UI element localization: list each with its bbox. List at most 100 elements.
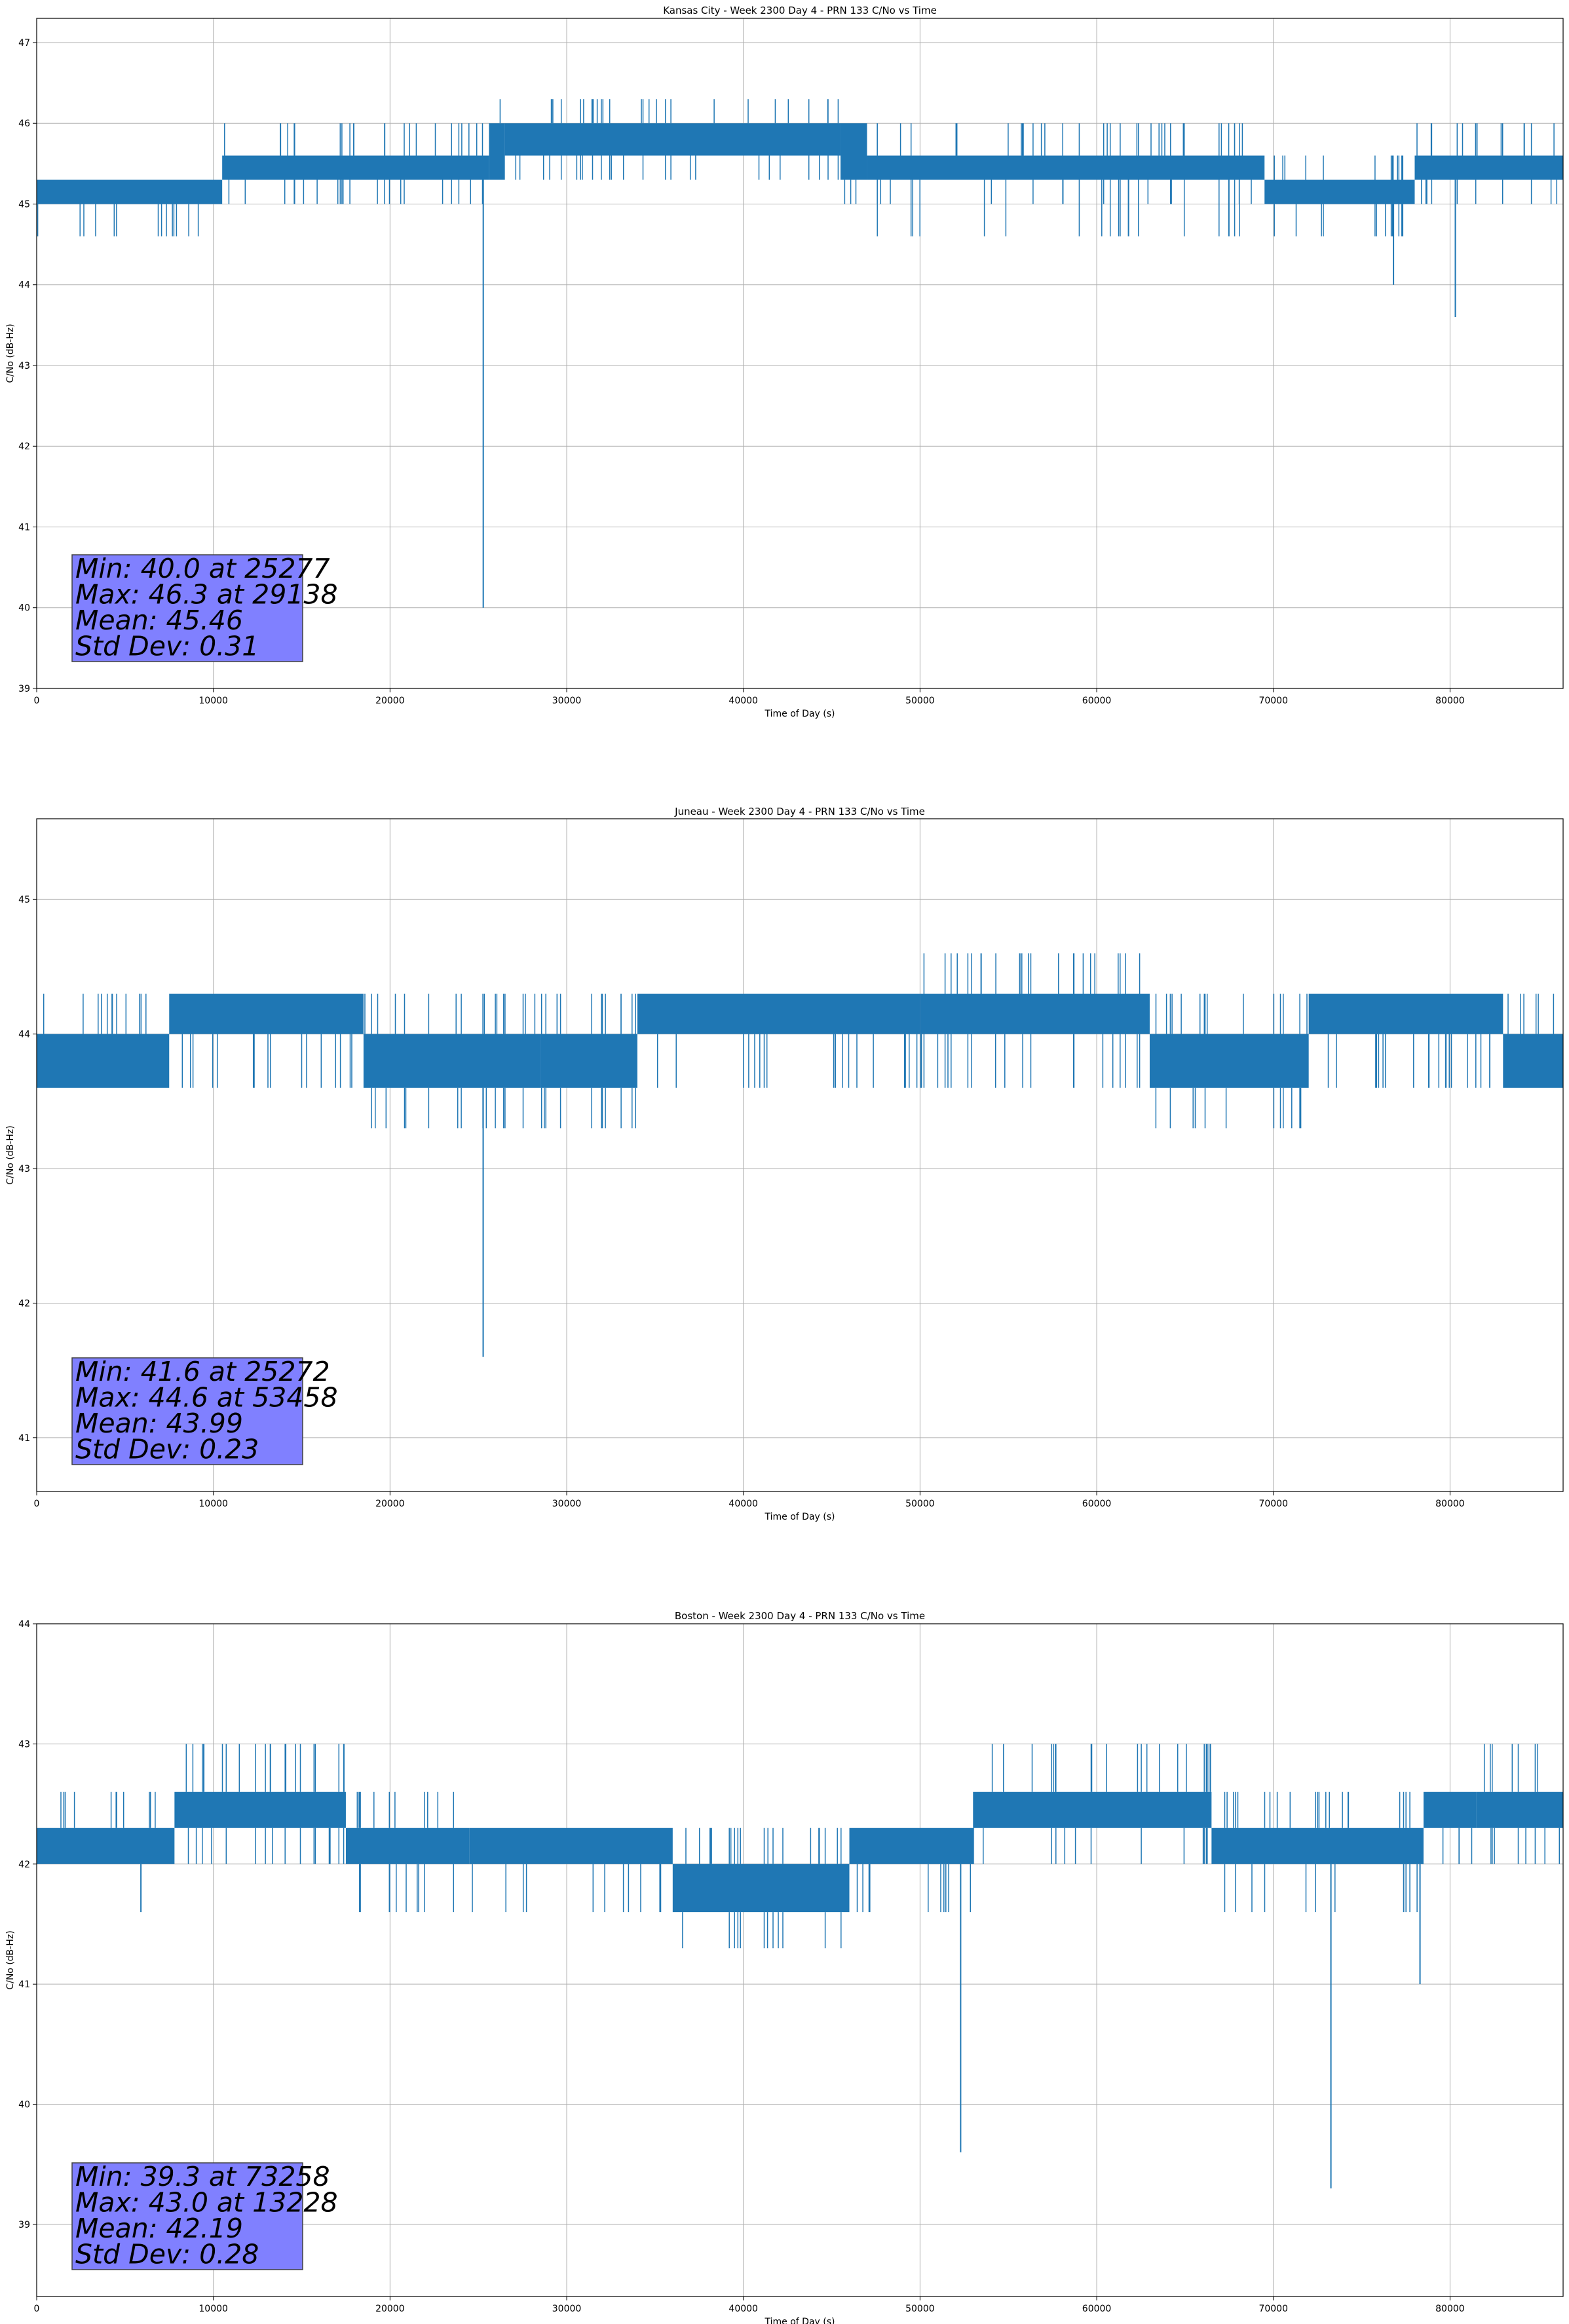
cno-excursions: [181, 1034, 352, 1088]
x-tick-label: 20000: [375, 1499, 405, 1509]
cno-band-segment: [849, 1827, 974, 1864]
cno-band-segment: [672, 1864, 850, 1913]
cno-excursions: [682, 1827, 842, 1949]
chart-title: Boston - Week 2300 Day 4 - PRN 133 C/No …: [675, 1610, 925, 1622]
cno-excursions: [973, 1744, 1211, 1864]
stats-line: Std Dev: 0.31: [75, 631, 259, 662]
x-tick-label: 60000: [1082, 2304, 1112, 2314]
x-ticks: 0 10000 20000 30000 40000 50000 60000 70000 8000…: [34, 688, 1465, 706]
stats-line: Min: 39.3 at 73258: [75, 2161, 330, 2192]
cno-band-segment: [222, 155, 489, 180]
axes-frame: [36, 18, 1564, 689]
chart-panel-1: 0 10000 20000 30000 40000 50000 60000 70000 8000…: [5, 5, 1564, 719]
y-tick-label: 43: [18, 1739, 30, 1750]
x-tick-label: 70000: [1258, 1499, 1288, 1509]
x-tick-label: 10000: [198, 1499, 228, 1509]
cno-band-segment: [1149, 1034, 1309, 1088]
cno-band-segment: [37, 1034, 170, 1088]
x-tick-label: 20000: [375, 2304, 405, 2314]
x-tick-label: 10000: [198, 2304, 228, 2314]
x-tick-label: 0: [34, 2304, 40, 2314]
x-tick-label: 0: [34, 696, 40, 706]
cno-band-segment: [1414, 155, 1563, 180]
y-tick-label: 45: [18, 895, 30, 905]
cno-excursions: [472, 1864, 662, 1913]
cno-excursions: [844, 179, 857, 204]
cno-excursions: [37, 204, 199, 236]
y-tick-label: 43: [18, 1164, 30, 1174]
stats-line: Std Dev: 0.23: [75, 1434, 259, 1465]
chart-title: Juneau - Week 2300 Day 4 - PRN 133 C/No …: [674, 806, 925, 817]
cno-excursions: [356, 1791, 455, 1913]
x-ticks: 0 10000 20000 30000 40000 50000 60000 70000 8000…: [34, 1491, 1465, 1509]
cno-band-segment: [867, 155, 1265, 180]
x-tick-label: 30000: [552, 2304, 582, 2314]
cno-excursions: [656, 1034, 918, 1088]
x-tick-label: 40000: [728, 696, 758, 706]
x-tick-label: 70000: [1258, 2304, 1288, 2314]
cno-series: [37, 99, 1563, 608]
stats-line: Max: 44.6 at 53458: [75, 1382, 338, 1414]
cno-excursions: [515, 99, 839, 180]
cno-excursions: [1155, 994, 1308, 1129]
cno-band-segment: [841, 123, 867, 180]
stats-line: Min: 40.0 at 25277: [75, 553, 330, 584]
x-tick-label: 30000: [552, 696, 582, 706]
y-tick-label: 42: [18, 1860, 30, 1870]
axes-frame: [36, 1623, 1564, 2297]
y-tick-label: 41: [18, 522, 30, 533]
y-tick-label: 42: [18, 1298, 30, 1309]
y-tick-label: 46: [18, 119, 30, 129]
cno-band-segment: [504, 123, 841, 156]
y-ticks: 41 42 43 44 45: [18, 895, 37, 1444]
axes-frame: [36, 818, 1564, 1492]
x-tick-label: 80000: [1435, 1499, 1465, 1509]
stats-box-background: [71, 1357, 303, 1465]
cno-excursions: [364, 994, 536, 1129]
chart-panel-3: 0 10000 20000 30000 40000 50000 60000 70000 8000…: [5, 1610, 1564, 2324]
cno-band-segment: [637, 994, 920, 1034]
stats-line: Mean: 43.99: [75, 1408, 243, 1439]
x-ticks: 0 10000 20000 30000 40000 50000 60000 70000 8000…: [34, 2296, 1465, 2314]
x-tick-label: 50000: [905, 1499, 935, 1509]
cno-excursions: [540, 994, 636, 1129]
stats-line: Min: 41.6 at 25272: [75, 1356, 330, 1387]
cno-band-segment: [1308, 994, 1503, 1034]
x-tick-label: 70000: [1258, 696, 1288, 706]
cno-excursions: [1274, 155, 1404, 236]
cno-series: [37, 1744, 1563, 2188]
cno-band-segment: [1264, 179, 1415, 204]
chart-panel-2: 0 10000 20000 30000 40000 50000 60000 70000 8000…: [5, 806, 1564, 1522]
cno-excursions: [1483, 1744, 1560, 1864]
cno-band-segment: [469, 1827, 673, 1864]
cno-excursions: [60, 1791, 156, 1828]
cno-band-segment: [920, 994, 1150, 1034]
cno-excursions: [224, 123, 483, 204]
cno-excursions: [43, 994, 147, 1034]
cno-excursions: [1327, 1034, 1490, 1088]
x-axis-label: Time of Day (s): [765, 1512, 835, 1522]
y-tick-label: 43: [18, 361, 30, 371]
x-tick-label: 50000: [905, 2304, 935, 2314]
cno-excursions: [920, 953, 1141, 1088]
cno-excursions: [1507, 994, 1555, 1034]
x-tick-label: 60000: [1082, 696, 1112, 706]
y-axis-label: C/No (dB-Hz): [5, 1930, 16, 1989]
x-tick-label: 30000: [552, 1499, 582, 1509]
stats-line: Mean: 45.46: [75, 605, 243, 636]
cno-band-segment: [1503, 1034, 1563, 1088]
y-tick-label: 47: [18, 38, 30, 48]
cno-band-segment: [1211, 1827, 1424, 1864]
cno-series: [37, 953, 1563, 1357]
cno-band-segment: [345, 1827, 470, 1864]
x-axis-label: Time of Day (s): [765, 709, 835, 719]
y-ticks: 39 40 41 42 43 44 45 46 47: [18, 38, 37, 694]
x-tick-label: 20000: [375, 696, 405, 706]
cno-excursions: [1442, 1827, 1473, 1864]
cno-excursions: [1416, 123, 1558, 204]
cno-band-segment: [37, 179, 223, 204]
x-axis-label: Time of Day (s): [765, 2317, 835, 2324]
